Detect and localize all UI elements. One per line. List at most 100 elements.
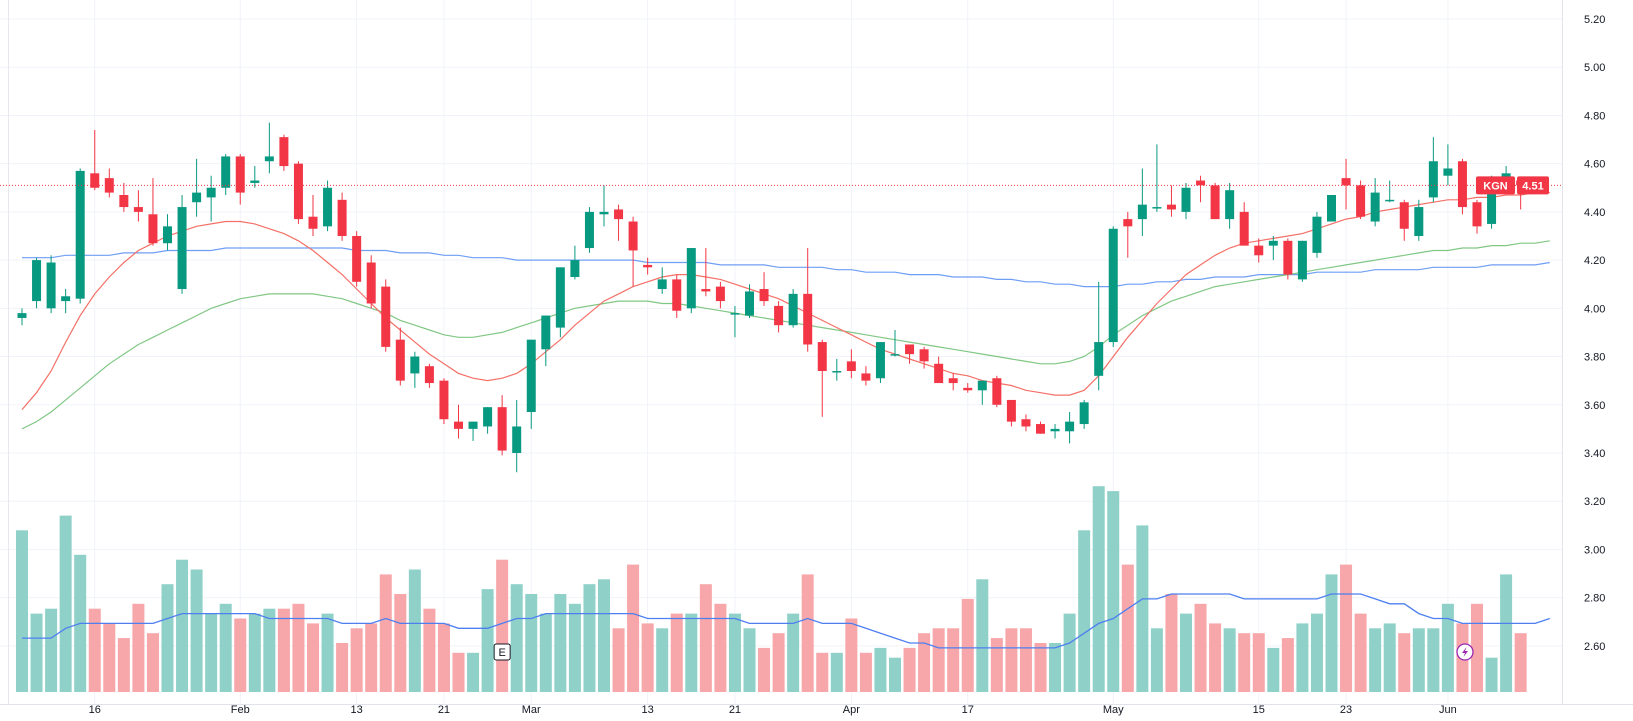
volume-bar: [16, 530, 28, 692]
date-tick-label: 13: [642, 704, 654, 716]
candle-body: [250, 180, 260, 183]
candle-body: [512, 426, 522, 453]
candle-body: [264, 156, 274, 162]
candle-body: [1166, 204, 1176, 210]
earnings-marker-label: E: [498, 647, 505, 659]
candle-body: [1225, 190, 1235, 220]
volume-bar: [132, 603, 145, 692]
volume-bar: [59, 515, 72, 692]
volume-bar: [88, 608, 101, 692]
volume-bar: [859, 652, 872, 692]
candle-body: [323, 187, 333, 227]
price-tick-label: 5.00: [1584, 62, 1605, 74]
candle-body: [410, 356, 420, 374]
volume-bar: [1441, 603, 1454, 692]
volume-bar: [641, 623, 654, 692]
volume-bar: [1209, 623, 1222, 692]
candle-body: [1181, 187, 1191, 212]
candle-body: [424, 366, 434, 384]
candle-body: [192, 192, 202, 203]
date-tick-label: Feb: [231, 704, 250, 716]
volume-bar: [554, 594, 567, 692]
price-tick-label: 3.20: [1584, 496, 1605, 508]
volume-bar: [190, 569, 203, 692]
volume-bar: [336, 643, 349, 692]
volume-bar: [918, 633, 931, 692]
candle-body: [934, 363, 944, 384]
candle-body: [1268, 240, 1278, 246]
candle-body: [1239, 211, 1249, 246]
volume-bar: [1063, 613, 1076, 692]
candle-body: [148, 214, 158, 244]
candle-body: [759, 289, 769, 302]
candle-body: [686, 248, 696, 309]
candle-body: [672, 279, 682, 311]
volume-bar: [1500, 574, 1513, 692]
volume-bar: [1194, 603, 1207, 692]
volume-bar: [1485, 657, 1498, 692]
price-tick-label: 4.60: [1584, 159, 1605, 171]
volume-bar: [845, 618, 858, 692]
candle-body: [1094, 342, 1104, 376]
price-tick-label: 4.20: [1584, 255, 1605, 267]
price-line: KGN 4.51: [0, 176, 1562, 195]
volume-bar: [103, 623, 116, 692]
volume-bar: [1005, 628, 1018, 692]
candle-body: [439, 380, 449, 420]
volume-bar: [481, 589, 494, 692]
candle-body: [104, 178, 114, 193]
volume-bar: [1034, 643, 1047, 692]
volume-bar: [510, 584, 523, 692]
volume-bar: [670, 613, 683, 692]
candle-body: [61, 296, 71, 302]
volume-bar: [903, 647, 916, 692]
candle-body: [1108, 228, 1118, 343]
candle-body: [701, 289, 711, 292]
candle-body: [788, 293, 798, 326]
volume-bar: [117, 638, 130, 692]
price-tick-label: 2.60: [1584, 641, 1605, 653]
volume-bar: [1310, 613, 1323, 692]
candle-body: [1152, 207, 1162, 209]
volume-bar: [1252, 633, 1265, 692]
volume-bar: [219, 603, 232, 692]
candle-body: [1341, 178, 1351, 186]
volume-bar: [1340, 564, 1353, 692]
candle-body: [541, 315, 551, 350]
price-tick-label: 3.60: [1584, 400, 1605, 412]
candle-body: [1399, 202, 1409, 229]
candle-body: [919, 349, 929, 362]
candle-body: [468, 421, 478, 429]
candle-body: [133, 207, 143, 212]
volume-bar: [161, 584, 174, 692]
volume-bar: [1267, 647, 1280, 692]
volume-bar: [452, 652, 465, 692]
volume-bar: [627, 564, 640, 692]
candle-body: [948, 378, 958, 384]
volume-bar: [612, 628, 625, 692]
price-axis[interactable]: 5.20 5.00 4.80 4.60 4.40 4.20 4.00 3.80 3.60 3.40…: [1584, 14, 1605, 653]
price-tick-label: 3.80: [1584, 352, 1605, 364]
earnings-marker: [493, 643, 511, 661]
volume-bar: [467, 652, 480, 692]
candle-body: [1472, 202, 1482, 227]
candle-body: [555, 267, 565, 328]
volume-bar: [1019, 628, 1032, 692]
time-axis[interactable]: 16 Feb 13 21 Mar 13 21 Apr 17 May 15 23 Jun: [89, 704, 1457, 716]
candle-body: [1297, 240, 1307, 280]
volume-bar: [728, 613, 741, 692]
last-price-label: 4.51: [1522, 180, 1543, 192]
candle-body: [1501, 173, 1511, 179]
candle-body: [890, 354, 900, 356]
candle-body: [832, 371, 842, 373]
candle-body: [570, 260, 580, 277]
candle-body: [497, 407, 507, 451]
candle-body: [1006, 399, 1016, 422]
volume-bar: [379, 574, 392, 692]
date-tick-label: 15: [1253, 704, 1265, 716]
candle-body: [1487, 180, 1497, 224]
candle-body: [1356, 185, 1366, 217]
price-tick-label: 2.80: [1584, 593, 1605, 605]
volume-bar: [830, 652, 843, 692]
